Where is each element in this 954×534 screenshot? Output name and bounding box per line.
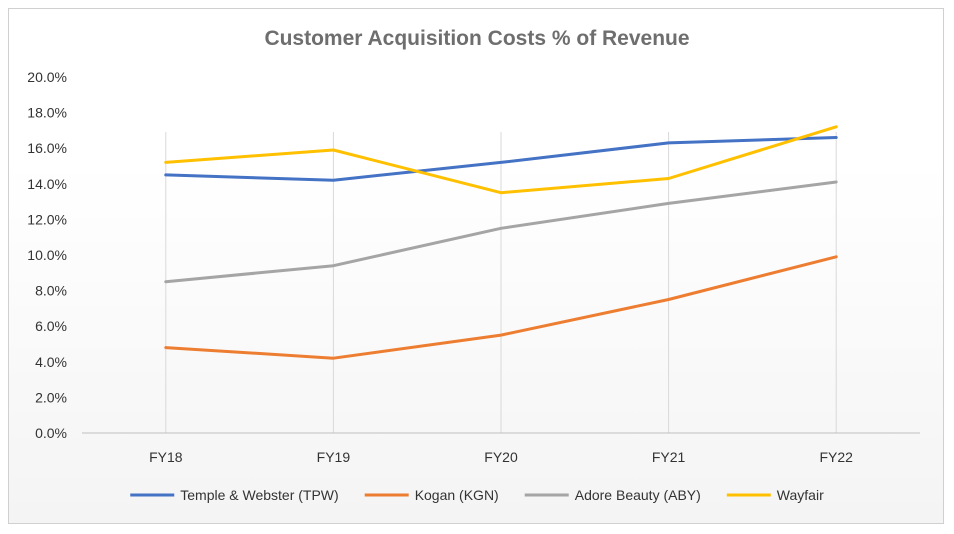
y-tick-label: 2.0% bbox=[35, 389, 67, 405]
legend-label-3: Wayfair bbox=[777, 487, 824, 503]
legend: Temple & Webster (TPW) Kogan (KGN) Adore B… bbox=[130, 487, 824, 503]
series-line-1 bbox=[164, 255, 838, 360]
y-tick-label: 6.0% bbox=[35, 318, 67, 334]
series-line-2 bbox=[164, 180, 838, 284]
y-tick-label: 0.0% bbox=[35, 425, 67, 441]
y-tick-label: 16.0% bbox=[27, 140, 67, 156]
y-tick-label: 18.0% bbox=[27, 105, 67, 121]
chart-frame bbox=[8, 8, 944, 524]
legend-label-2: Adore Beauty (ABY) bbox=[575, 487, 701, 503]
x-tick-label-fy18: FY18 bbox=[149, 449, 183, 465]
y-tick-label: 12.0% bbox=[27, 211, 67, 227]
x-tick-label-fy19: FY19 bbox=[317, 449, 351, 465]
x-tick-label-fy21: FY21 bbox=[652, 449, 686, 465]
chart-title: Customer Acquisition Costs % of Revenue bbox=[264, 27, 689, 50]
series-lines bbox=[164, 125, 838, 360]
y-tick-label: 4.0% bbox=[35, 354, 67, 370]
y-tick-label: 14.0% bbox=[27, 176, 67, 192]
y-tick-label: 10.0% bbox=[27, 247, 67, 263]
series-line-0 bbox=[164, 136, 838, 182]
x-tick-label-fy20: FY20 bbox=[484, 449, 518, 465]
y-tick-label: 20.0% bbox=[27, 69, 67, 85]
legend-label-0: Temple & Webster (TPW) bbox=[180, 487, 338, 503]
legend-label-1: Kogan (KGN) bbox=[415, 487, 499, 503]
axes: 0.0% 2.0% 4.0% 6.0% 8.0% 10.0% 12.0% 14.0% 16.0%… bbox=[27, 69, 920, 465]
series-line-3 bbox=[164, 125, 838, 195]
x-tick-label-fy22: FY22 bbox=[819, 449, 853, 465]
y-tick-label: 8.0% bbox=[35, 283, 67, 299]
